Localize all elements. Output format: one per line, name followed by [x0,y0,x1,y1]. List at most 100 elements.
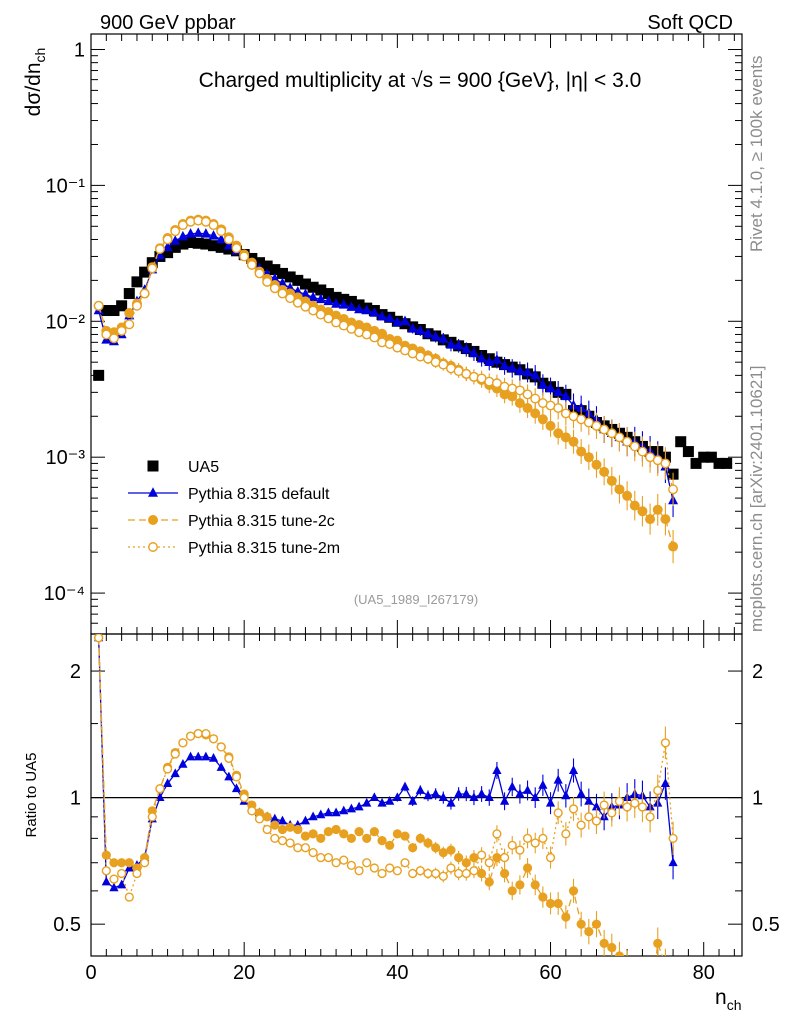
main-point-tune-2m [637,446,648,457]
ratio-point-tune-2m [515,845,525,855]
main-point-ua5 [698,451,710,463]
main-point-ua5 [116,300,128,312]
main-point-tune-2m [369,332,380,343]
main-point-tune-2c [629,500,640,511]
ratio-point-tune-2c [446,845,456,855]
main-point-ua5 [330,291,342,303]
main-point-ua5 [169,241,181,253]
ratio-point-tune-2m [492,829,502,839]
ratio-point-tune-2m [622,802,632,812]
ratio-point-tune-2m [254,814,265,824]
main-point-default [216,233,227,244]
ratio-point-default [308,811,318,821]
main-point-ua5 [208,240,220,252]
main-y-tick-label: 10⁻³ [46,447,86,469]
ratio-line-default [98,637,674,889]
main-point-ua5 [269,264,281,276]
ratio-point-tune-2m [461,868,471,879]
ratio-panel-frame [90,633,743,957]
main-point-default [407,323,418,333]
main-point-ua5 [705,451,717,463]
legend: UA5 Pythia 8.315 default Pythia 8.315 tune… [128,459,340,557]
ratio-point-tune-2m [660,738,671,748]
main-point-tune-2m [292,297,303,308]
main-point-default [453,340,464,350]
main-point-tune-2m [269,283,280,294]
ratio-point-tune-2c [507,886,517,896]
ratio-point-default [369,792,379,802]
ratio-point-default [446,797,456,807]
main-point-tune-2m [277,288,288,299]
ratio-point-tune-2m [94,634,104,643]
ratio-point-default [499,796,510,805]
ratio-point-tune-2c [377,836,387,846]
main-point-tune-2m [109,333,119,344]
main-point-tune-2m [553,403,564,413]
ratio-point-tune-2c [477,868,487,879]
main-point-tune-2c [660,514,671,525]
main-point-default [323,295,334,306]
ratio-point-default [193,751,203,761]
main-point-tune-2m [216,226,227,237]
axis-ticks [90,34,742,956]
ratio-point-tune-2c [331,824,341,835]
main-point-default [308,291,319,302]
ratio-point-tune-2m [377,868,387,879]
ratio-point-default [431,788,441,798]
header-right-label: Soft QCD [647,12,733,34]
main-point-default [553,386,564,397]
ratio-point-tune-2c [285,822,295,832]
ratio-point-tune-2c [530,880,540,890]
ratio-point-default [515,788,525,798]
main-point-ua5 [93,369,105,381]
ratio-line-tune-2c [98,637,663,956]
ratio-line-tune-2m [98,637,674,900]
ratio-point-default [584,796,594,805]
ratio-point-default [216,762,226,771]
ratio-point-tune-2m [476,850,487,860]
ratio-point-tune-2m [400,858,410,868]
main-point-tune-2c [377,328,388,339]
ratio-point-tune-2c [515,880,525,890]
ratio-point-tune-2m [323,852,334,863]
ratio-point-default [277,815,288,825]
main-point-ua5 [276,267,288,279]
ratio-point-default [591,801,602,811]
main-point-ua5 [315,284,327,296]
ratio-point-tune-2m [178,738,188,748]
main-point-ua5 [185,236,197,248]
ratio-point-tune-2m [545,852,556,863]
ratio-point-tune-2c [438,847,448,858]
main-point-default [430,330,441,341]
ratio-point-default [545,797,556,807]
ratio-point-tune-2m [224,753,234,763]
ratio-point-default [362,797,372,807]
main-point-tune-2m [231,243,242,254]
ratio-point-tune-2c [346,833,356,843]
ratio-point-tune-2m [354,866,364,876]
main-point-tune-2c [537,414,548,425]
legend-label-default: Pythia 8.315 default [188,486,330,503]
ratio-point-tune-2m [484,858,494,868]
main-point-tune-2m [522,389,533,400]
main-point-tune-2m [668,484,679,495]
ratio-point-tune-2c [124,858,134,868]
main-point-default [338,299,349,309]
x-tick-label: 80 [693,962,715,984]
ratio-point-default [155,792,165,802]
ratio-point-tune-2m [308,847,318,858]
ratio-point-default [423,790,433,800]
ratio-point-default [201,751,211,761]
main-point-default [445,339,456,349]
main-point-tune-2m [147,263,158,274]
ratio-point-tune-2c [415,833,425,843]
ratio-point-tune-2m [614,796,625,806]
main-point-default [415,325,426,335]
ratio-point-tune-2m [270,833,280,843]
ratio-point-tune-2c [591,919,602,929]
ratio-point-tune-2c [576,919,586,929]
main-point-tune-2m [139,288,150,299]
main-point-default [361,304,372,315]
x-axis-label: nch [715,986,741,1013]
ratio-point-tune-2m [201,728,211,739]
